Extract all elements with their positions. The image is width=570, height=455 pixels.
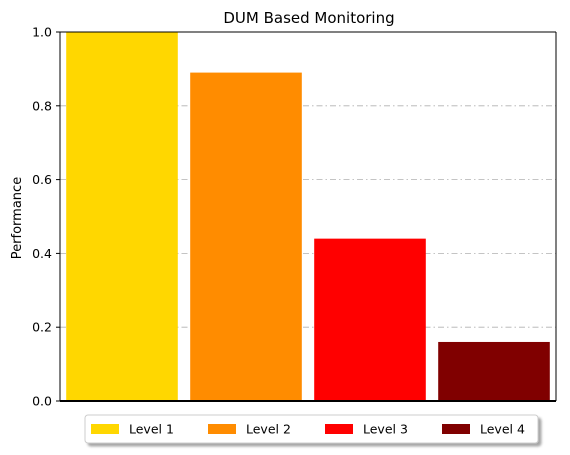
chart-title: DUM Based Monitoring xyxy=(223,9,394,27)
legend-swatch xyxy=(91,424,119,434)
legend-label: Level 4 xyxy=(480,422,525,437)
bars xyxy=(66,32,550,401)
y-axis-label: Performance xyxy=(10,177,25,259)
legend-box xyxy=(84,414,539,444)
bar-level-3 xyxy=(314,238,426,401)
y-tick-label: 0.4 xyxy=(32,246,52,261)
legend-swatch xyxy=(325,424,353,434)
y-ticks: 0.0 0.2 0.4 0.6 0.8 1.0 xyxy=(32,25,60,409)
legend-swatch xyxy=(208,424,236,434)
y-tick-label: 0.6 xyxy=(32,172,52,187)
legend: Level 1 Level 2 Level 3 Level 4 xyxy=(84,414,539,444)
legend-label: Level 1 xyxy=(129,422,174,437)
y-tick-label: 1.0 xyxy=(32,25,52,40)
legend-label: Level 3 xyxy=(363,422,408,437)
y-tick-label: 0.2 xyxy=(32,320,52,335)
bar-level-4 xyxy=(438,341,550,401)
bar-level-1 xyxy=(66,32,178,401)
legend-swatch xyxy=(442,424,470,434)
y-tick-label: 0.8 xyxy=(32,98,52,113)
axes xyxy=(59,31,557,402)
y-tick-label: 0.0 xyxy=(32,394,52,409)
legend-label: Level 2 xyxy=(246,422,291,437)
bar-level-2 xyxy=(190,72,302,401)
